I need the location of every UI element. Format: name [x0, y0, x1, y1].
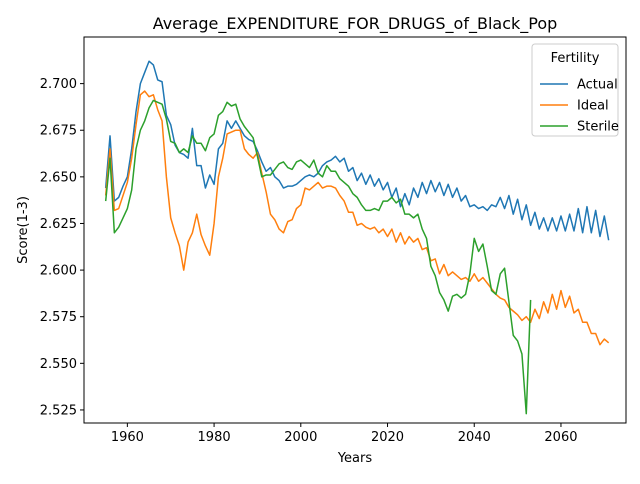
legend-label-sterile: Sterile — [577, 120, 619, 135]
y-axis-label: Score(1-3) — [16, 196, 31, 264]
legend-label-actual: Actual — [577, 78, 618, 93]
y-tick-label: 2.650 — [40, 170, 77, 185]
y-tick-label: 2.675 — [40, 124, 77, 139]
x-axis-label: Years — [337, 451, 373, 466]
y-axis: 2.525 2.550 2.575 2.600 2.625 2.650 2.675 2.700 — [40, 77, 84, 418]
x-tick-label: 2020 — [371, 430, 404, 445]
legend-title: Fertility — [551, 51, 600, 66]
series-layer — [104, 60, 610, 415]
y-tick-label: 2.700 — [40, 77, 77, 92]
plot-area — [83, 36, 627, 424]
legend-entries: Actual Ideal Sterile — [540, 78, 619, 135]
y-tick-label: 2.625 — [40, 217, 77, 232]
y-tick-label: 2.575 — [40, 310, 77, 325]
legend: Fertility Actual Ideal Sterile — [531, 43, 619, 137]
y-tick-label: 2.550 — [40, 357, 77, 372]
axes-frame — [83, 36, 627, 424]
chart-title: Average_EXPENDITURE_FOR_DRUGS_of_Black_P… — [153, 14, 558, 34]
series-line-sterile — [104, 99, 532, 415]
x-axis: 1960 1980 2000 2020 2040 2060 — [111, 423, 578, 445]
x-tick-label: 1960 — [111, 430, 144, 445]
x-tick-label: 2000 — [284, 430, 317, 445]
x-tick-label: 2040 — [458, 430, 491, 445]
legend-box — [531, 43, 619, 137]
x-tick-label: 2060 — [544, 430, 577, 445]
legend-label-ideal: Ideal — [577, 99, 609, 114]
series-line-ideal — [104, 90, 610, 346]
y-tick-label: 2.525 — [40, 403, 77, 418]
y-tick-label: 2.600 — [40, 264, 77, 279]
x-tick-label: 1980 — [198, 430, 231, 445]
